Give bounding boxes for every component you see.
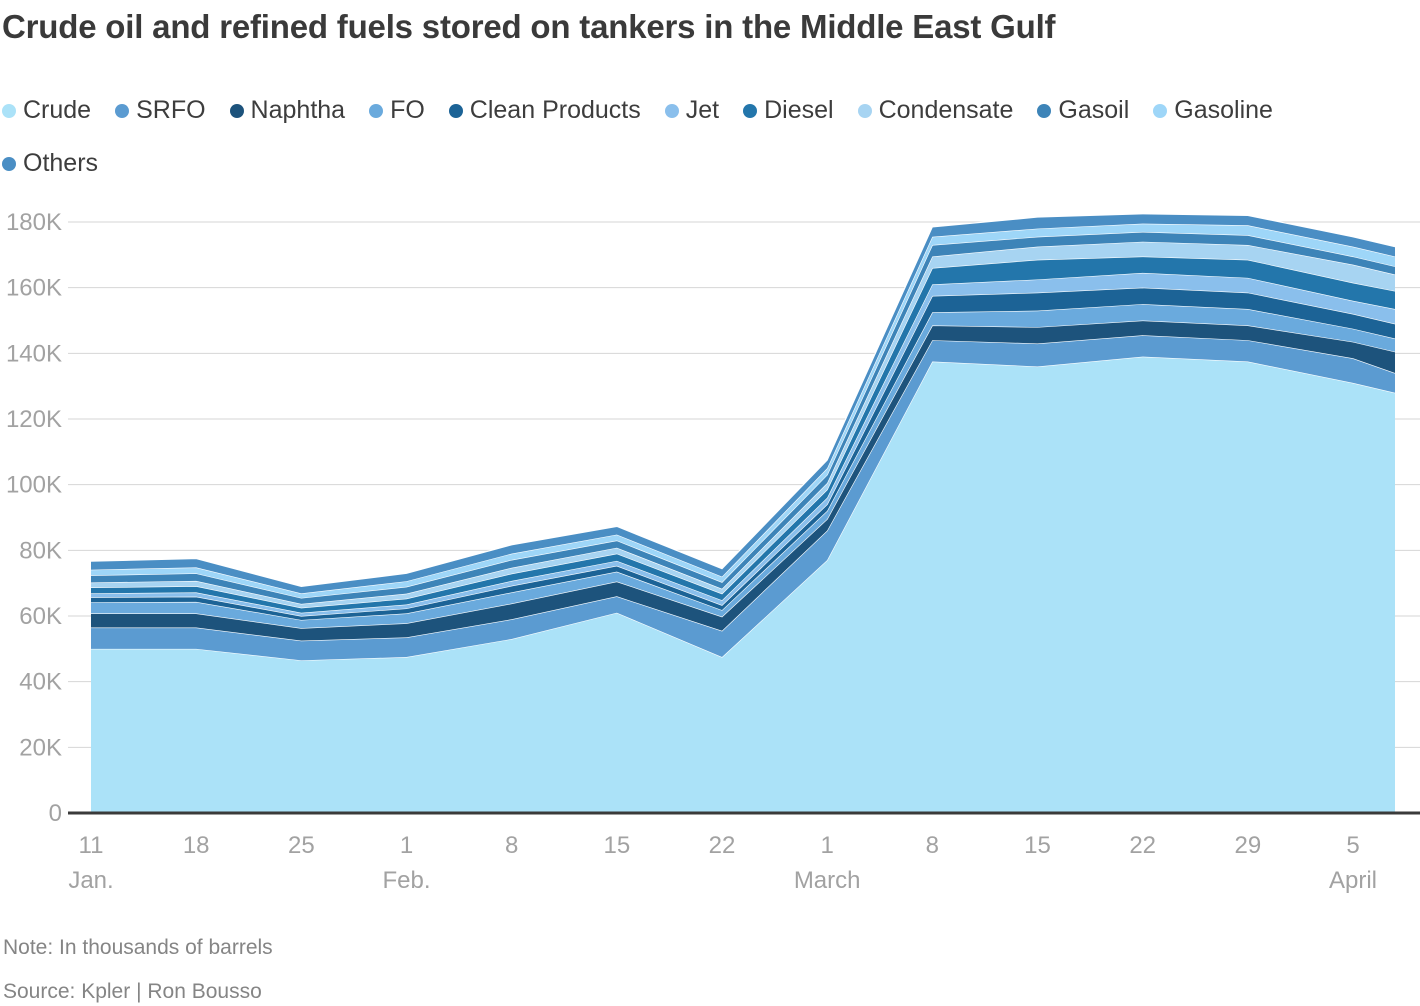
legend-label: Jet xyxy=(685,96,720,124)
y-tick-label-20K: 20K xyxy=(19,734,62,761)
legend-dot-icon xyxy=(229,103,244,118)
y-tick-label-80K: 80K xyxy=(19,537,62,564)
legend-dot-icon xyxy=(1153,103,1168,118)
chart-note: Note: In thousands of barrels xyxy=(3,936,273,959)
legend-label: Condensate xyxy=(878,96,1014,124)
legend-item-gasoil: Gasoil xyxy=(1037,96,1129,125)
area-top-edge-fo xyxy=(90,303,1396,621)
legend-row-2: Others xyxy=(2,149,1412,178)
legend-label: Others xyxy=(23,149,99,177)
area-top-edge-others xyxy=(90,213,1396,588)
legend-item-crude: Crude xyxy=(2,96,91,125)
legend-item-naphtha: Naphtha xyxy=(229,96,346,125)
legend-label: Diesel xyxy=(764,96,834,124)
x-tick-label-1: 18 xyxy=(183,832,210,859)
x-tick-label-0: 11 xyxy=(79,832,104,859)
y-tick-label-40K: 40K xyxy=(19,669,62,696)
area-top-edge-condensate xyxy=(90,241,1396,605)
legend-label: Gasoline xyxy=(1174,96,1273,124)
legend: Crude SRFO Naphtha FO Clean Products Jet Diese… xyxy=(2,96,1412,178)
legend-row-1: Crude SRFO Naphtha FO Clean Products Jet Diese… xyxy=(2,96,1412,125)
x-tick-label-5: 15 xyxy=(603,832,630,859)
y-tick-label-60K: 60K xyxy=(19,603,62,630)
legend-label: FO xyxy=(390,96,425,124)
legend-dot-icon xyxy=(448,103,463,118)
y-tick-label-100K: 100K xyxy=(6,472,62,499)
x-tick-label-12: 5 xyxy=(1346,832,1359,859)
area-top-edge-naphtha xyxy=(91,319,1396,629)
legend-dot-icon xyxy=(664,103,679,118)
legend-label: Clean Products xyxy=(469,96,641,124)
legend-label: SRFO xyxy=(136,96,206,124)
month-label-jan: Jan. xyxy=(68,867,113,894)
legend-item-fo: FO xyxy=(369,96,425,125)
legend-item-srfo: SRFO xyxy=(115,96,206,125)
area-crude xyxy=(91,356,1395,813)
legend-item-jet: Jet xyxy=(664,96,720,125)
month-label-april: April xyxy=(1329,867,1377,894)
legend-dot-icon xyxy=(369,103,384,118)
legend-label: Gasoil xyxy=(1058,96,1130,124)
area-top-edge-jet xyxy=(90,272,1396,614)
chart-source: Source: Kpler | Ron Bousso xyxy=(3,980,262,1003)
month-label-march: March xyxy=(794,867,861,894)
legend-item-others: Others xyxy=(2,149,98,178)
legend-label: Naphtha xyxy=(250,96,346,124)
legend-dot-icon xyxy=(2,103,16,118)
x-tick-label-3: 1 xyxy=(400,832,413,859)
month-label-feb: Feb. xyxy=(382,867,430,894)
legend-dot-icon xyxy=(743,103,758,118)
x-tick-label-7: 1 xyxy=(820,832,833,859)
x-tick-label-11: 29 xyxy=(1234,832,1261,859)
y-tick-label-160K: 160K xyxy=(6,275,62,302)
chart-svg: 020K40K60K80K100K120K140K160K180K11Jan.1… xyxy=(6,209,1420,894)
legend-label: Crude xyxy=(23,96,92,124)
area-top-edge-srfo xyxy=(91,334,1396,642)
legend-item-gasoline: Gasoline xyxy=(1153,96,1273,125)
legend-item-condensate: Condensate xyxy=(857,96,1014,125)
area-top-edge-clean-products xyxy=(90,287,1396,617)
x-tick-label-10: 22 xyxy=(1129,832,1156,859)
legend-item-clean-products: Clean Products xyxy=(448,96,641,125)
legend-item-diesel: Diesel xyxy=(743,96,834,125)
x-tick-label-4: 8 xyxy=(505,832,518,859)
area-top-edge-diesel xyxy=(90,255,1396,609)
legend-dot-icon xyxy=(115,103,130,118)
chart-title: Crude oil and refined fuels stored on ta… xyxy=(2,8,1056,45)
y-tick-label-0: 0 xyxy=(49,800,62,827)
y-tick-label-140K: 140K xyxy=(6,340,62,367)
y-tick-label-120K: 120K xyxy=(6,406,62,433)
x-tick-label-2: 25 xyxy=(288,832,315,859)
x-tick-label-6: 22 xyxy=(709,832,736,859)
y-tick-label-180K: 180K xyxy=(6,209,62,236)
area-top-edge-gasoline xyxy=(90,223,1396,594)
x-tick-label-8: 8 xyxy=(926,832,939,859)
legend-dot-icon xyxy=(2,156,16,171)
x-tick-label-9: 15 xyxy=(1024,832,1051,859)
legend-dot-icon xyxy=(1037,103,1052,118)
legend-dot-icon xyxy=(857,103,872,118)
